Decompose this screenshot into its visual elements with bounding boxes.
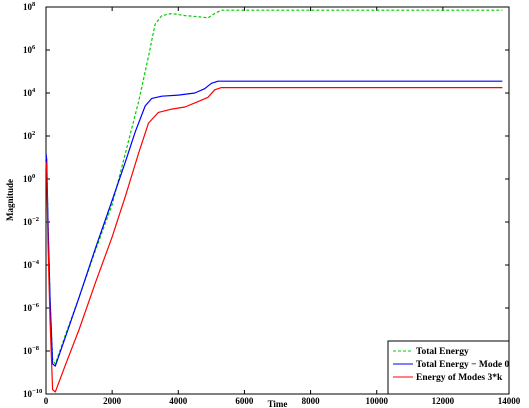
legend-box xyxy=(387,340,510,395)
plot-frame xyxy=(45,6,510,395)
x-tick-label: 6000 xyxy=(235,396,254,406)
x-tick-label: 14000 xyxy=(498,396,521,406)
y-tick-label: 100 xyxy=(23,173,35,184)
legend-label-total-energy-minus-mode-0: Total Energy − Mode 0 xyxy=(416,360,509,370)
y-tick-label: 10−8 xyxy=(23,345,40,356)
y-tick-label: 108 xyxy=(23,1,36,12)
y-tick-label: 10−4 xyxy=(23,259,40,270)
y-tick-label: 10−6 xyxy=(23,302,40,313)
x-axis-title: Time xyxy=(268,399,288,408)
legend-label-total-energy: Total Energy xyxy=(416,347,469,357)
x-axis: 0 2000 4000 6000 8000 10000 12000 14000 xyxy=(44,7,521,406)
legend-label-energy-of-modes-3k: Energy of Modes 3*k xyxy=(416,373,503,383)
y-tick-label: 102 xyxy=(23,130,35,141)
x-tick-label: 0 xyxy=(44,396,49,406)
series-line-total-energy-minus-mode-0 xyxy=(45,80,503,367)
y-tick-label: 10−2 xyxy=(23,216,39,227)
y-tick-label: 104 xyxy=(23,87,36,98)
series-layer xyxy=(45,9,503,393)
series-line-energy-of-modes-3k xyxy=(45,86,503,393)
series-line-total-energy xyxy=(45,9,503,365)
legend: Total Energy Total Energy − Mode 0 Energ… xyxy=(387,340,510,395)
y-tick-label: 106 xyxy=(23,44,36,55)
x-tick-label: 12000 xyxy=(432,396,455,406)
x-tick-label: 8000 xyxy=(302,396,321,406)
y-axis-title: Magnitude xyxy=(5,179,15,221)
x-tick-label: 4000 xyxy=(169,396,188,406)
y-tick-label: 10−10 xyxy=(23,388,42,399)
x-tick-label: 10000 xyxy=(365,396,388,406)
x-tick-label: 2000 xyxy=(103,396,122,406)
